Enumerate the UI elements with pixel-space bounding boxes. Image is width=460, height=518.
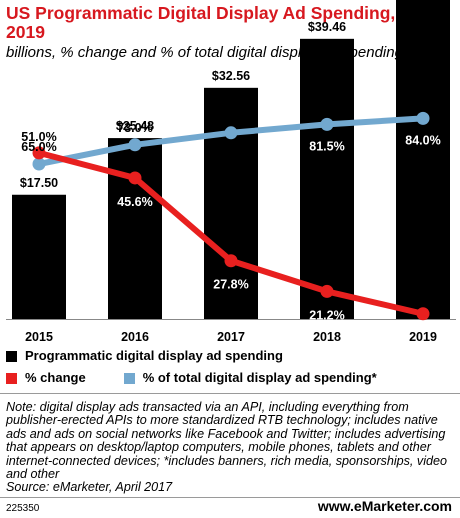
legend-label-spending: Programmatic digital display ad spending xyxy=(25,348,283,363)
share-label-2015: 65.0% xyxy=(21,140,56,154)
change-label-2015: 51.0% xyxy=(21,130,56,144)
bar-label-2017: $32.56 xyxy=(212,69,250,83)
chart-id: 225350 xyxy=(6,503,40,514)
bar-2019 xyxy=(396,0,450,320)
change-label-2018: 21.2% xyxy=(309,308,344,322)
share-point-2017 xyxy=(224,126,238,140)
change-point-2015 xyxy=(32,146,46,160)
change-label-2019: 16.4% xyxy=(405,327,440,341)
share-point-2016 xyxy=(128,138,142,152)
share-label-2018: 81.5% xyxy=(309,139,344,153)
legend-label-share: % of total digital display ad spending* xyxy=(142,370,377,385)
x-tick-2015: 2015 xyxy=(25,330,53,344)
share-point-2019 xyxy=(416,111,430,125)
chart-title: US Programmatic Digital Display Ad Spend… xyxy=(6,3,445,42)
share-point-2015 xyxy=(32,157,46,171)
share-point-2018 xyxy=(320,117,334,131)
source-text: Source: eMarketer, April 2017 xyxy=(6,480,173,495)
share-label-2017: 78.0% xyxy=(213,109,248,123)
share-label-2016: 73.0% xyxy=(117,121,152,135)
note-text: Note: digital display ads transacted via… xyxy=(6,400,448,482)
bar-label-2016: $25.48 xyxy=(116,119,154,133)
change-point-2016 xyxy=(128,171,142,185)
chart-note: Note: digital display ads transacted via… xyxy=(6,400,458,495)
change-point-2017 xyxy=(224,254,238,268)
brand-logo: www.eMarketer.com xyxy=(317,498,452,514)
share-label-2019: 84.0% xyxy=(405,133,440,147)
x-tick-2016: 2016 xyxy=(121,330,149,344)
bar-label-2018: $39.46 xyxy=(308,20,346,34)
x-tick-2019: 2019 xyxy=(409,330,437,344)
change-label-2016: 45.6% xyxy=(117,195,152,209)
legend-label-change: % change xyxy=(25,370,86,385)
legend-swatch-share xyxy=(123,372,135,384)
legend-item-spending: Programmatic digital display ad spending xyxy=(6,348,283,364)
bar-2016 xyxy=(108,138,162,319)
bar-2015 xyxy=(12,194,66,319)
legend-row-2: % change % of total digital display ad s… xyxy=(6,370,377,386)
bar-2018 xyxy=(300,38,354,320)
legend-swatch-spending xyxy=(6,350,17,362)
x-tick-2018: 2018 xyxy=(313,330,341,344)
bar-label-2015: $17.50 xyxy=(20,176,58,190)
x-tick-2017: 2017 xyxy=(217,330,245,344)
legend-swatch-change xyxy=(6,372,17,384)
change-point-2018 xyxy=(320,284,334,298)
change-label-2017: 27.8% xyxy=(213,278,248,292)
separator-top xyxy=(0,393,460,394)
separator-bottom xyxy=(0,497,460,498)
change-point-2019 xyxy=(416,307,430,321)
